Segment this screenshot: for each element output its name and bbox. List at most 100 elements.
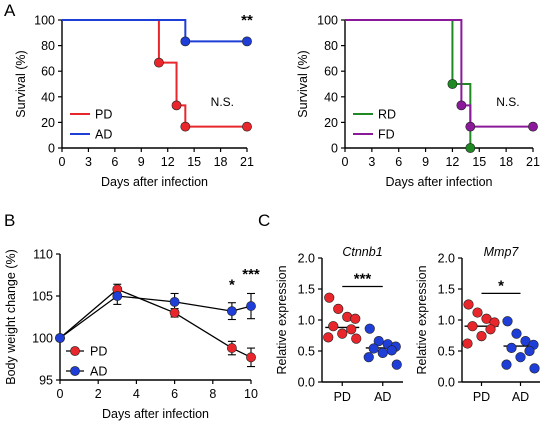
data-point-pd bbox=[323, 332, 334, 343]
data-point-ad bbox=[515, 352, 526, 363]
data-point-ad bbox=[524, 345, 535, 357]
x-axis-title: Days after infection bbox=[386, 175, 493, 189]
x-tick-label: 15 bbox=[187, 155, 201, 169]
x-tick-label: 3 bbox=[368, 155, 375, 169]
data-point-pd bbox=[246, 352, 256, 363]
data-point-fd bbox=[465, 121, 476, 132]
legend-label-pd: PD bbox=[95, 108, 112, 122]
y-tick-label: 100 bbox=[32, 332, 53, 346]
mmp7-expression-chart: 0.0 0.5 1.0 1.5 2.0 PD AD Mmp7 Relative expressi… bbox=[415, 245, 540, 404]
data-point-ad bbox=[386, 345, 397, 356]
data-point-ad bbox=[502, 316, 513, 327]
data-point-ad bbox=[169, 296, 180, 307]
significance-annotation: * bbox=[229, 276, 235, 293]
x-tick-label: 6 bbox=[395, 155, 402, 169]
x-tick-label: 0 bbox=[57, 387, 64, 401]
legend-swatch-ad bbox=[70, 366, 80, 376]
panel-label-b: B bbox=[4, 211, 15, 230]
panel-label-c: C bbox=[258, 211, 270, 230]
data-point-pd bbox=[154, 57, 164, 68]
x-tick-label: 18 bbox=[214, 155, 228, 169]
x-tick-label: 21 bbox=[526, 155, 540, 169]
x-tick-label: 0 bbox=[342, 155, 349, 169]
data-point-ad bbox=[391, 359, 402, 370]
x-tick-label: 9 bbox=[422, 155, 429, 169]
y-axis-title: Survival (%) bbox=[14, 50, 28, 117]
x-tick-label: 0 bbox=[59, 155, 66, 169]
data-point-pd bbox=[463, 299, 474, 310]
y-tick-label: 40 bbox=[41, 90, 55, 104]
y-tick-label: 95 bbox=[39, 374, 53, 388]
y-axis-title: Survival (%) bbox=[296, 50, 310, 117]
x-tick-label: AD bbox=[512, 390, 529, 404]
data-point-ad bbox=[226, 306, 237, 317]
y-tick-label: 1.5 bbox=[298, 283, 315, 297]
legend-label-ad: AD bbox=[95, 128, 112, 142]
data-point-pd bbox=[333, 303, 344, 314]
x-axis-title: Days after infection bbox=[102, 407, 209, 421]
x-axis-title: Days after infection bbox=[101, 175, 208, 189]
legend-swatch-pd bbox=[70, 346, 80, 356]
data-point-pd bbox=[328, 321, 339, 332]
significance-annotation: * bbox=[498, 277, 504, 294]
x-tick-label: 9 bbox=[138, 155, 145, 169]
y-tick-label: 105 bbox=[32, 290, 53, 304]
x-tick-label: 10 bbox=[244, 387, 258, 401]
y-tick-label: 0.5 bbox=[298, 345, 315, 359]
y-tick-label: 100 bbox=[34, 14, 55, 28]
x-tick-label: 12 bbox=[161, 155, 175, 169]
data-point-rd bbox=[447, 79, 458, 89]
y-tick-label: 80 bbox=[41, 39, 55, 53]
data-point-fd bbox=[456, 100, 467, 111]
x-tick-label: 6 bbox=[111, 155, 118, 169]
y-tick-label: 110 bbox=[33, 248, 53, 262]
survival-chart-pd-ad: 0 3 6 9 12 15 18 21 0 20 40 60 80 100 Days after infec… bbox=[14, 12, 254, 189]
data-point-pd bbox=[169, 307, 180, 318]
data-point-pd bbox=[337, 328, 348, 339]
x-tick-label: 21 bbox=[240, 155, 254, 169]
y-tick-label: 60 bbox=[324, 65, 338, 79]
y-axis-title: Relative expression bbox=[275, 265, 289, 374]
significance-annotation: N.S. bbox=[496, 95, 519, 109]
data-point-pd bbox=[226, 343, 237, 353]
data-point-ad bbox=[511, 328, 522, 339]
data-point-pd bbox=[485, 324, 496, 335]
x-tick-label: 6 bbox=[171, 387, 178, 401]
x-tick-label: 3 bbox=[85, 155, 92, 169]
x-tick-label: PD bbox=[334, 390, 351, 404]
significance-annotation: *** bbox=[242, 266, 260, 283]
data-point-pd bbox=[462, 338, 473, 349]
data-point-ad bbox=[377, 347, 388, 358]
data-point-ad bbox=[373, 335, 384, 347]
x-tick-label: 4 bbox=[133, 387, 140, 401]
y-tick-label: 0 bbox=[331, 142, 338, 156]
data-point-fd bbox=[528, 121, 538, 132]
y-tick-label: 1.0 bbox=[438, 314, 455, 328]
data-point-pd bbox=[171, 100, 182, 111]
data-point-pd bbox=[472, 307, 483, 318]
legend-label-rd: RD bbox=[378, 108, 396, 122]
y-tick-label: 0.0 bbox=[298, 376, 315, 390]
y-tick-label: 2.0 bbox=[298, 252, 315, 266]
survival-chart-rd-fd: 0 3 6 9 12 15 18 21 0 20 40 60 80 100 Days after infec… bbox=[296, 14, 540, 190]
data-point-pd bbox=[324, 292, 335, 303]
data-point-ad bbox=[246, 301, 256, 311]
gene-title: Ctnnb1 bbox=[342, 245, 382, 259]
y-tick-label: 0.5 bbox=[438, 345, 455, 359]
y-tick-label: 100 bbox=[317, 14, 338, 28]
x-tick-label: 2 bbox=[95, 387, 102, 401]
data-point-rd bbox=[465, 143, 476, 153]
y-axis-title: Body weight change (%) bbox=[4, 249, 18, 385]
gene-title: Mmp7 bbox=[484, 245, 520, 259]
significance-annotation: ** bbox=[241, 12, 253, 29]
data-point-ad bbox=[55, 333, 65, 343]
legend-label-pd: PD bbox=[90, 345, 107, 359]
y-tick-label: 0.0 bbox=[438, 376, 455, 390]
x-tick-label: AD bbox=[374, 390, 391, 404]
significance-annotation: *** bbox=[354, 271, 372, 288]
y-tick-label: 20 bbox=[324, 116, 338, 130]
data-point-ad bbox=[364, 323, 375, 334]
series-line-ad bbox=[59, 295, 252, 339]
body-weight-chart: 0 2 4 6 8 10 95 100 105 110 Days after infection Bo… bbox=[4, 248, 260, 422]
data-point-pd bbox=[350, 313, 361, 324]
